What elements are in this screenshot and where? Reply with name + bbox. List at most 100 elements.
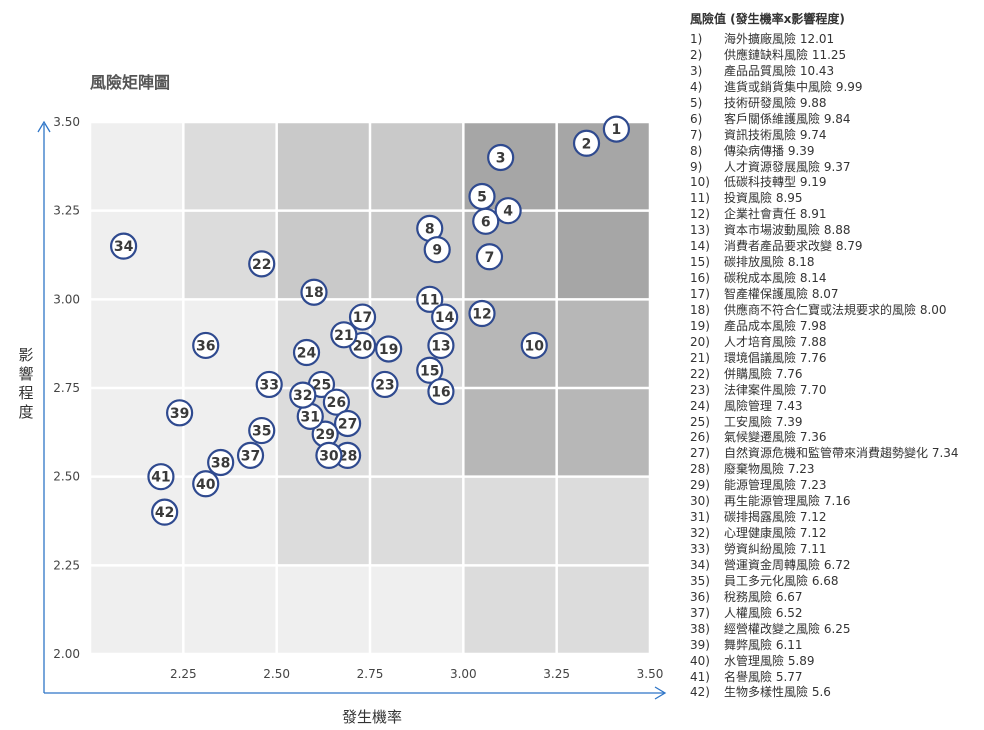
legend-item: 2) 供應鏈缺料風險 11.25 [690,48,980,64]
risk-point-label: 11 [420,292,439,308]
legend-item: 13) 資本市場波動風險 8.88 [690,223,980,239]
risk-zone-cell [370,565,464,654]
risk-point-label: 10 [525,338,545,354]
y-tick-label: 3.00 [53,292,80,306]
risk-point-marker [427,377,455,406]
legend-item-number: 37) [690,605,710,620]
legend-item: 38) 經營權改變之風險 6.25 [690,622,980,638]
legend-item-text: 碳稅成本風險 8.14 [724,271,827,286]
legend-item-text: 消費者產品要求改變 8.79 [724,239,863,254]
risk-point-label: 7 [485,250,495,266]
risk-point-marker [166,399,194,427]
risk-zone-cell [556,476,650,566]
legend-item: 7) 資訊技術風險 9.74 [690,128,980,144]
legend-item-number: 39) [690,637,710,652]
legend-item: 40) 水管理風險 5.89 [690,654,980,670]
risk-point-40: 40 [192,470,220,498]
legend-item-text: 產品品質風險 10.43 [724,63,835,78]
risk-point-label: 3 [496,150,506,166]
legend-item: 12) 企業社會責任 8.91 [690,207,980,223]
legend-item-text: 生物多樣性風險 5.6 [724,685,831,700]
risk-point-marker [315,441,343,469]
legend-item: 33) 勞資糾紛風險 7.11 [690,542,980,558]
x-axis-arrow [654,686,667,700]
y-tick-label: 2.25 [53,558,80,572]
grid-lines [88,120,652,656]
risk-point-label: 31 [301,409,320,425]
risk-point-label: 30 [319,448,339,464]
risk-point-marker [468,299,496,328]
risk-point-label: 33 [259,377,278,393]
legend-item-text: 資本市場波動風險 8.88 [724,223,851,238]
legend-item-text: 進貨或銷貨集中風險 9.99 [724,79,863,94]
risk-point-label: 39 [170,406,189,422]
legend-item: 22) 併購風險 7.76 [690,367,980,383]
risk-point-label: 16 [431,385,450,401]
x-tick-label: 2.25 [170,667,197,681]
legend-item-text: 海外擴廠風險 12.01 [724,32,835,46]
y-tick-label: 2.75 [53,381,80,395]
legend-item-text: 人才培育風險 7.88 [724,334,827,349]
risk-point-marker [147,463,175,491]
risk-point-marker [236,441,265,469]
risk-point-marker [371,370,399,399]
risk-point-label: 32 [293,388,312,404]
risk-point-marker [431,303,459,331]
legend-item-number: 28) [690,462,710,477]
legend-item-text: 自然資源危機和監管帶來消費趨勢變化 7.34 [724,446,959,461]
risk-point-marker [151,498,179,526]
risk-point-label: 12 [472,307,491,323]
legend-item-text: 工安風險 7.39 [724,414,803,429]
legend-item-text: 產品成本風險 7.98 [724,318,827,333]
legend-item-text: 勞資糾紛風險 7.11 [724,542,827,556]
risk-zone-cell [556,122,650,211]
risk-point-15: 15 [416,356,444,384]
risk-zone-cell [90,122,184,211]
legend-item-text: 稅務風險 6.67 [724,589,803,604]
risk-point-32: 32 [289,381,317,409]
risk-point-18: 18 [300,278,328,306]
legend-item-number: 24) [690,398,710,413]
risk-point-marker [192,331,220,360]
risk-zone-cell [556,299,650,388]
legend-item-number: 36) [690,589,710,604]
risk-point-marker [192,470,220,498]
legend-item-text: 碳排揭露風險 7.12 [724,510,827,525]
risk-point-label: 4 [503,204,513,220]
legend-item-number: 25) [690,414,710,429]
risk-point-marker [416,285,444,313]
legend-item: 31) 碳排揭露風險 7.12 [690,510,980,526]
risk-point-12: 12 [468,299,496,328]
risk-zone-cell [276,122,370,211]
legend-item: 1) 海外擴廠風險 12.01 [690,32,980,48]
risk-zone-cell [276,476,370,566]
risk-point-marker [475,243,504,271]
legend-item-number: 31) [690,510,710,525]
legend-item-text: 供應商不符合仁寶或法規要求的風險 8.00 [724,302,947,317]
legend-item-text: 員工多元化風險 6.68 [724,573,839,588]
legend-item-number: 17) [690,287,710,301]
risk-point-39: 39 [166,399,194,427]
risk-zone-cell [276,565,370,654]
risk-point-38: 38 [207,448,235,477]
risk-point-label: 29 [315,427,334,443]
legend-item-text: 氣候變遷風險 7.36 [724,430,827,445]
legend-item-number: 15) [690,255,710,270]
y-tick-label: 2.00 [53,647,80,661]
legend-item-number: 10) [690,175,710,190]
legend-item-number: 9) [690,159,703,174]
risk-zone-cell [90,299,184,388]
risk-point-label: 41 [151,470,170,486]
legend-item-text: 再生能源管理風險 7.16 [724,494,851,509]
legend-item-text: 人權風險 6.52 [724,605,803,620]
legend-item: 19) 產品成本風險 7.98 [690,319,980,335]
risk-point-label: 27 [338,416,357,432]
legend-item: 32) 心理健康風險 7.12 [690,526,980,542]
legend-item: 39) 舞弊風險 6.11 [690,638,980,654]
legend-item: 29) 能源管理風險 7.23 [690,478,980,494]
risk-point-7: 7 [475,243,504,271]
legend-item-text: 投資風險 8.95 [724,191,803,206]
legend-item-text: 風險管理 7.43 [724,398,803,413]
risk-point-marker [427,331,455,360]
risk-point-marker [248,416,276,445]
